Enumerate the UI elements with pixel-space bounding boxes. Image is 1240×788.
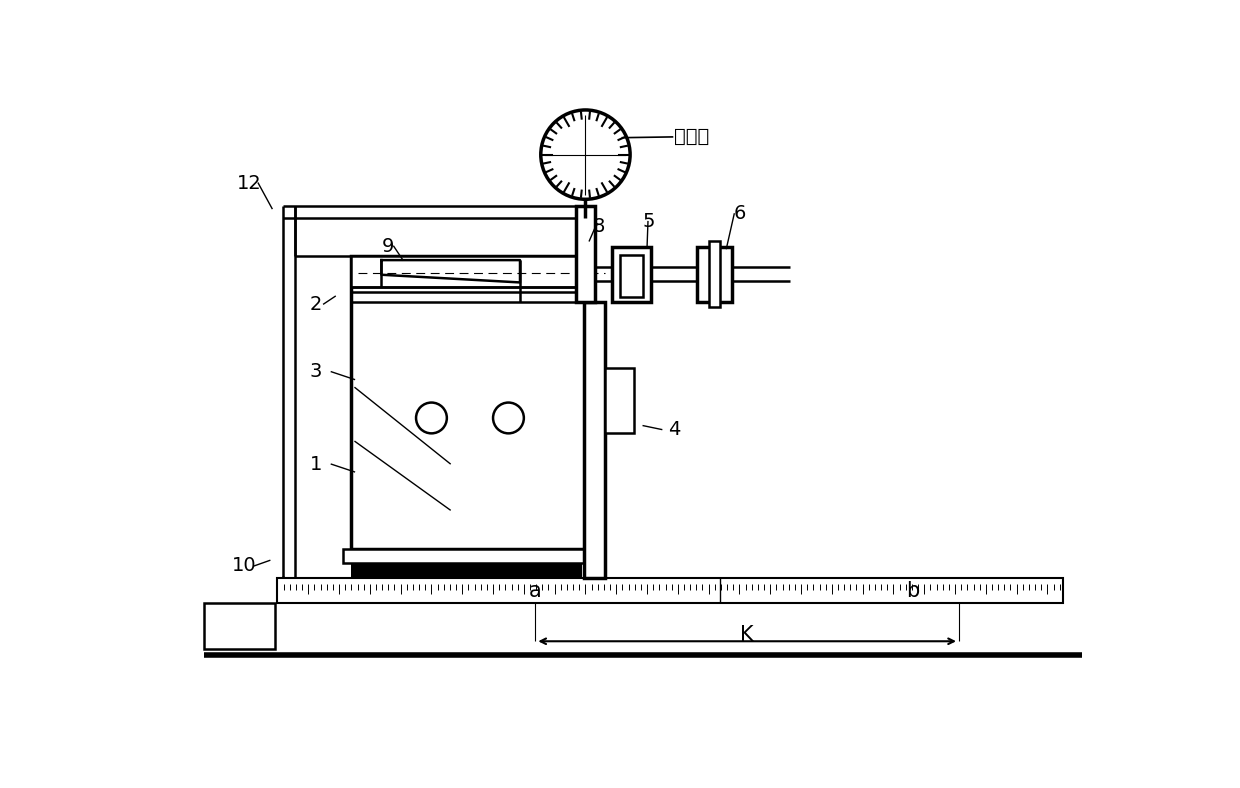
Bar [577, 206, 595, 303]
Bar [351, 256, 589, 287]
Bar [605, 368, 634, 433]
Text: 9: 9 [382, 236, 394, 256]
Bar [584, 303, 605, 578]
Text: 5: 5 [642, 212, 655, 231]
Bar [351, 563, 582, 578]
Text: 千分表: 千分表 [675, 128, 709, 147]
Text: 8: 8 [593, 217, 605, 236]
Circle shape [541, 110, 630, 199]
Polygon shape [382, 260, 520, 282]
Text: 2: 2 [310, 295, 322, 314]
Text: K: K [740, 625, 754, 645]
Bar [278, 578, 1063, 584]
Bar [697, 247, 732, 303]
Text: 12: 12 [237, 173, 262, 192]
Text: 4: 4 [668, 420, 681, 439]
Bar [278, 598, 1063, 603]
Bar [343, 549, 589, 563]
Bar [205, 603, 275, 649]
Bar [613, 247, 651, 303]
Text: 1: 1 [310, 455, 322, 474]
Text: 10: 10 [232, 556, 257, 575]
Text: 3: 3 [310, 362, 322, 381]
Text: b: b [906, 582, 919, 601]
Text: a: a [529, 582, 542, 601]
Text: 6: 6 [733, 204, 745, 224]
Bar [351, 256, 585, 549]
Bar [278, 578, 1063, 603]
Bar [708, 241, 720, 307]
Bar [620, 255, 644, 297]
